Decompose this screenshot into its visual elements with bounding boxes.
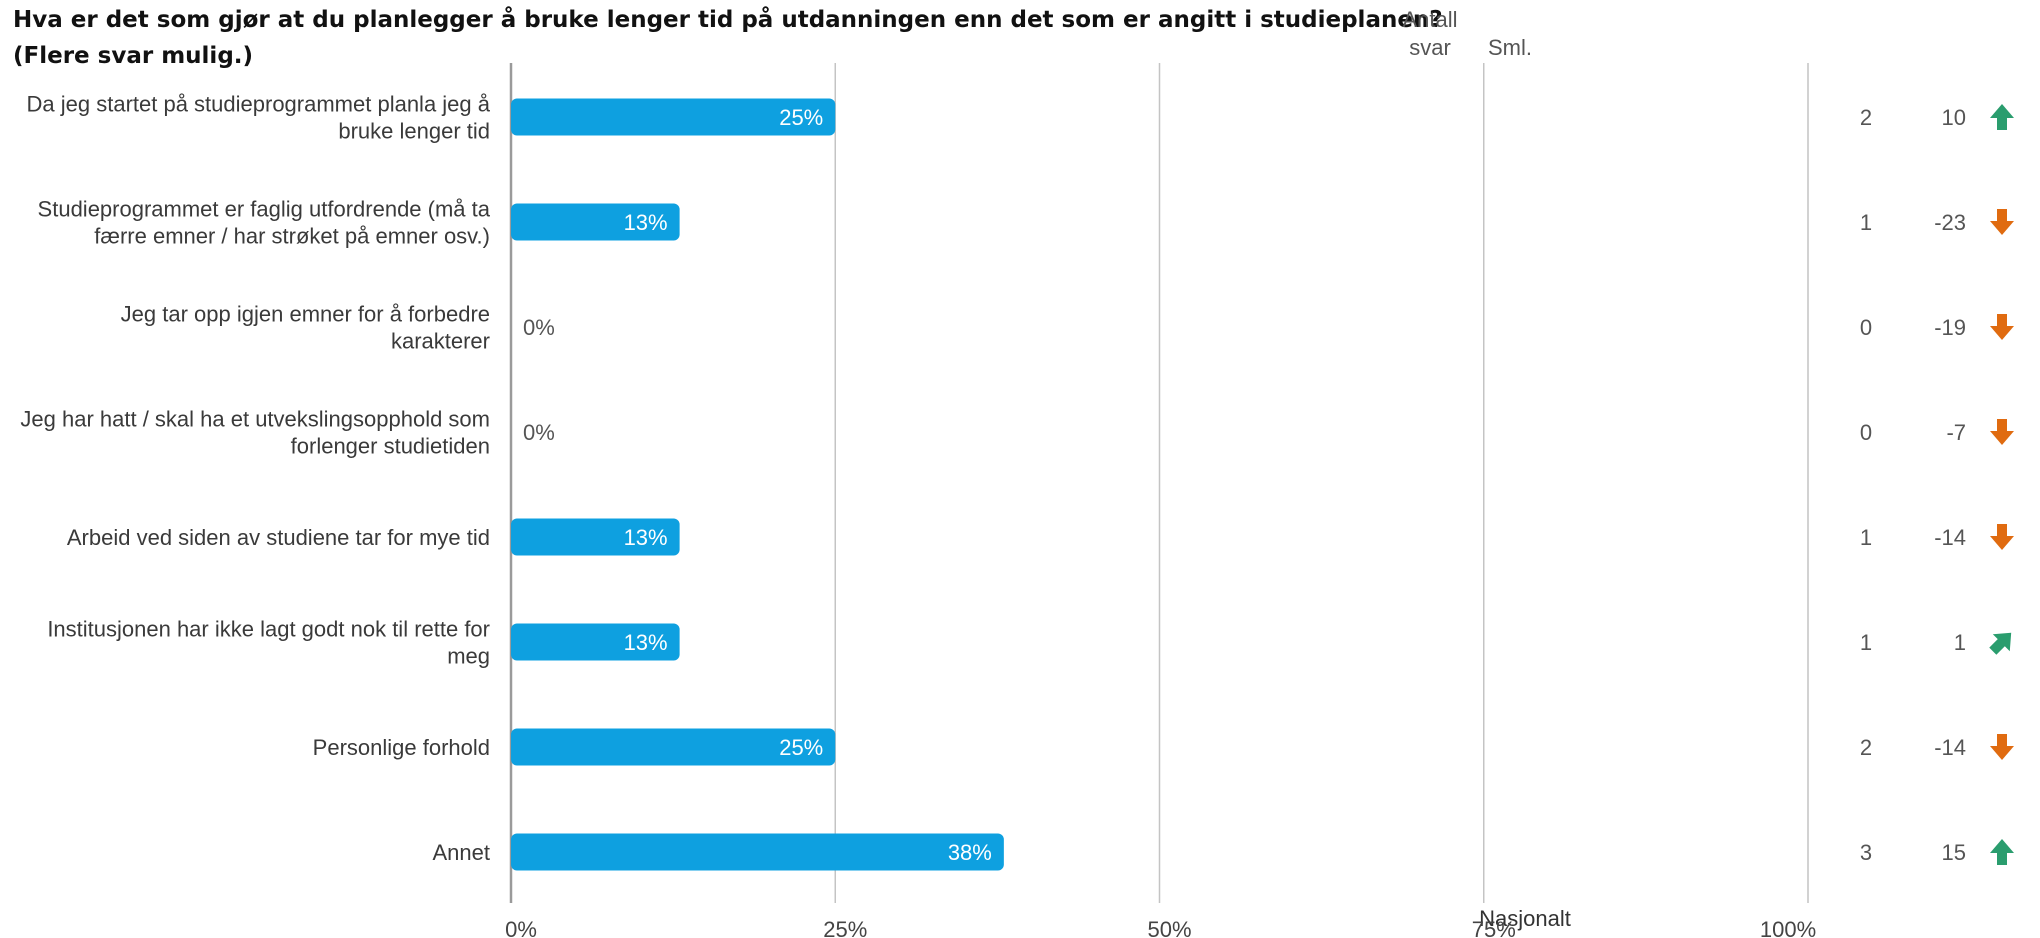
bar-value-label: 13% bbox=[624, 210, 668, 235]
comparison-value: 15 bbox=[1942, 840, 1966, 865]
bar-value-label: 38% bbox=[948, 840, 992, 865]
bar bbox=[511, 728, 836, 766]
chart-title: Hva er det som gjør at du planlegger å b… bbox=[13, 7, 1443, 69]
category-label: Studieprogrammet er faglig utfordrende (… bbox=[38, 197, 491, 249]
x-tick-label: 100% bbox=[1760, 917, 1816, 938]
bar bbox=[511, 623, 680, 661]
arrow-up-right-icon bbox=[1989, 632, 2012, 655]
arrow-down-icon bbox=[1990, 734, 2014, 760]
x-tick-label: 0% bbox=[505, 917, 537, 938]
arrow-down-icon bbox=[1990, 419, 2014, 445]
bar bbox=[511, 98, 836, 136]
bar-value-label: 13% bbox=[624, 525, 668, 550]
bar-value-label: 13% bbox=[624, 630, 668, 655]
count-value: 3 bbox=[1860, 840, 1872, 865]
arrow-down-icon bbox=[1990, 314, 2014, 340]
bar-value-label: 0% bbox=[523, 315, 555, 340]
comparison-value: -19 bbox=[1934, 315, 1966, 340]
count-header-line1: Antall bbox=[1402, 7, 1458, 32]
comparison-value: 10 bbox=[1942, 105, 1966, 130]
count-value: 1 bbox=[1860, 210, 1872, 235]
category-label: Arbeid ved siden av studiene tar for mye… bbox=[67, 525, 490, 550]
comparison-value: -23 bbox=[1934, 210, 1966, 235]
arrow-down-icon bbox=[1990, 524, 2014, 550]
comparison-value: -14 bbox=[1934, 735, 1966, 760]
comparison-value: -7 bbox=[1946, 420, 1966, 445]
bar bbox=[511, 833, 1004, 871]
category-label: Personlige forhold bbox=[313, 735, 490, 760]
compare-footer: Nasjonalt bbox=[1479, 906, 1571, 931]
category-label: Jeg tar opp igjen emner for å forbedre ka… bbox=[121, 302, 490, 354]
category-label: Annet bbox=[433, 840, 491, 865]
bar bbox=[511, 203, 680, 241]
compare-header: Sml. bbox=[1488, 35, 1532, 60]
arrow-down-icon bbox=[1990, 209, 2014, 235]
count-value: 2 bbox=[1860, 735, 1872, 760]
bar bbox=[511, 518, 680, 556]
bar-value-label: 25% bbox=[779, 105, 823, 130]
x-tick-label: 75% bbox=[1472, 917, 1516, 938]
category-label: Da jeg startet på studieprogrammet planl… bbox=[27, 92, 491, 144]
x-tick-label: 50% bbox=[1147, 917, 1191, 938]
bar-value-label: 25% bbox=[779, 735, 823, 760]
count-value: 2 bbox=[1860, 105, 1872, 130]
category-label: Institusjonen har ikke lagt godt nok til… bbox=[47, 617, 490, 669]
comparison-value: 1 bbox=[1954, 630, 1966, 655]
count-value: 0 bbox=[1860, 420, 1872, 445]
comparison-value: -14 bbox=[1934, 525, 1966, 550]
count-header: Antall svar bbox=[1380, 6, 1480, 62]
category-label: Jeg har hatt / skal ha et utvekslingsopp… bbox=[20, 407, 490, 459]
arrow-up-icon bbox=[1990, 839, 2014, 865]
count-header-line2: svar bbox=[1409, 35, 1451, 60]
count-value: 1 bbox=[1860, 525, 1872, 550]
x-tick-label: 25% bbox=[823, 917, 867, 938]
arrow-up-icon bbox=[1990, 104, 2014, 130]
count-value: 0 bbox=[1860, 315, 1872, 340]
count-value: 1 bbox=[1860, 630, 1872, 655]
bar-value-label: 0% bbox=[523, 420, 555, 445]
